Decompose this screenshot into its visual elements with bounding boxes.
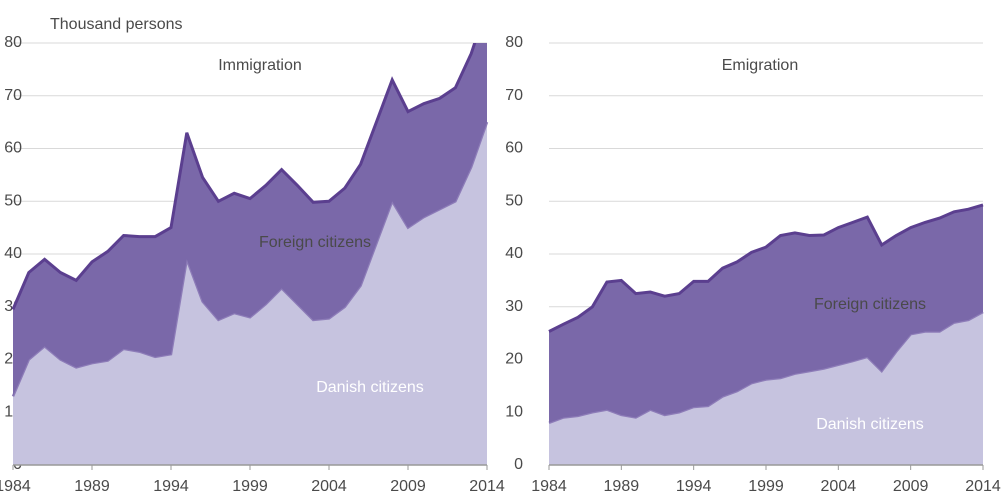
x-tick-label: 1999 [232,478,268,495]
x-tick-label: 1984 [531,478,567,495]
area [13,43,487,397]
x-tick-label: 1999 [748,478,784,495]
y-tick-label: 40 [505,245,523,262]
x-tick-label: 2009 [893,478,929,495]
area [13,122,487,465]
x-tick-label: 2004 [311,478,347,495]
y-tick-label: 0 [514,456,523,473]
x-tick-label: 1984 [0,478,31,495]
y-tick-label: 50 [505,192,523,209]
x-tick-label: 2004 [821,478,857,495]
y-tick-label: 70 [505,87,523,104]
x-tick-label: 2009 [390,478,426,495]
y-tick-label: 40 [4,245,22,262]
y-axis-label: Thousand persons [50,16,183,33]
series-label: Danish citizens [316,379,424,396]
y-tick-label: 80 [4,34,22,51]
y-tick-label: 80 [505,34,523,51]
area-edge [11,43,477,310]
area-edge [548,203,984,333]
x-tick-label: 1989 [74,478,110,495]
series-label: Foreign citizens [259,234,371,251]
plot-area [11,43,489,465]
x-tick-label: 2014 [469,478,505,495]
x-tick-label: 2014 [965,478,1001,495]
series-label: Foreign citizens [814,296,926,313]
y-tick-label: 10 [505,403,523,420]
x-tick-label: 1994 [676,478,712,495]
plot-area [548,203,984,465]
y-tick-label: 60 [4,140,22,157]
y-tick-label: 50 [4,192,22,209]
area [549,204,983,423]
x-tick-label: 1994 [153,478,189,495]
area [549,312,983,465]
y-tick-label: 70 [4,87,22,104]
chart-title: Emigration [722,57,798,74]
series-label: Danish citizens [816,416,924,433]
y-tick-label: 20 [505,351,523,368]
y-tick-label: 60 [505,140,523,157]
y-tick-label: 30 [505,298,523,315]
x-tick-label: 1989 [604,478,640,495]
chart-title: Immigration [218,57,302,74]
